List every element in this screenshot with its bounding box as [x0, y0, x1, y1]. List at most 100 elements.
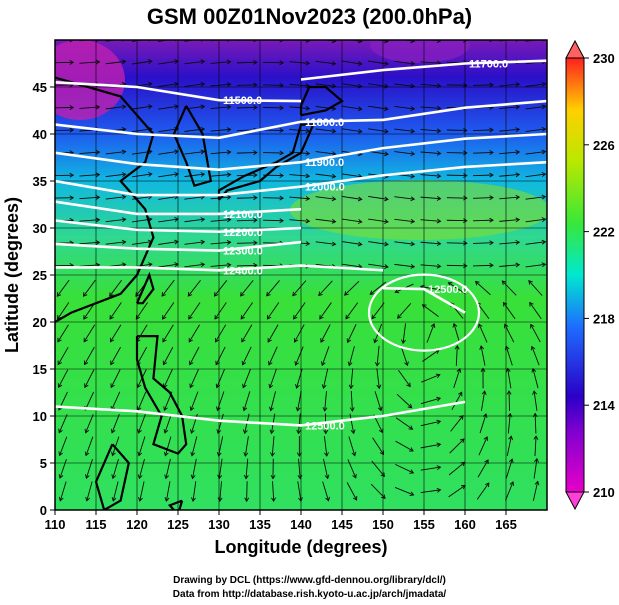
wind-arrowhead [83, 314, 88, 320]
y-tick-label: 10 [33, 409, 47, 424]
wind-vector [315, 151, 336, 155]
wind-arrowhead [380, 472, 385, 478]
wind-vector [243, 391, 251, 411]
wind-arrowhead [404, 361, 409, 367]
wind-arrowhead [215, 337, 220, 343]
wind-arrowhead [481, 390, 487, 395]
wind-arrowhead [266, 314, 272, 320]
wind-arrowhead [57, 337, 62, 343]
wind-vector [86, 481, 93, 501]
wind-vector [216, 369, 225, 388]
wind-vector [368, 60, 389, 65]
wind-vector [158, 60, 179, 65]
wind-vector [344, 280, 360, 296]
wind-arrowhead [489, 262, 494, 268]
wind-arrowhead [436, 487, 442, 493]
wind-arrowhead [268, 360, 273, 366]
wind-vector [192, 481, 197, 502]
wind-vector [263, 197, 284, 199]
wind-arrowhead [374, 361, 380, 367]
y-axis: 0 5 10 15 20 25 30 35 40 45 [33, 80, 55, 518]
wind-arrowhead [109, 292, 114, 297]
wind-arrowhead [95, 217, 101, 223]
wind-arrowhead [279, 173, 284, 178]
wind-arrowhead [135, 292, 140, 297]
wind-arrowhead [137, 428, 142, 434]
wind-vector [400, 346, 408, 366]
wind-arrowhead [320, 338, 325, 343]
wind-vector [158, 40, 172, 42]
wind-vector [473, 129, 494, 132]
wind-vector [478, 323, 488, 343]
wind-vector [525, 40, 540, 42]
wind-arrowhead [95, 194, 101, 200]
wind-vector [451, 392, 463, 410]
wind-arrowhead [463, 218, 468, 224]
wind-vector [242, 368, 251, 388]
wind-vector [161, 279, 175, 297]
wind-arrowhead [351, 451, 357, 457]
wind-vector [499, 83, 520, 87]
wind-arrowhead [57, 360, 62, 366]
wind-arrowhead [95, 59, 101, 65]
wind-vector [105, 40, 120, 42]
wind-arrowhead [506, 390, 512, 395]
wind-arrowhead [253, 195, 258, 201]
wind-arrowhead [484, 482, 490, 488]
wind-vector [475, 281, 491, 296]
wind-arrowhead [270, 474, 276, 480]
wind-vector [315, 83, 336, 87]
coastline [135, 335, 188, 455]
wind-vector [525, 263, 546, 268]
wind-vector [525, 196, 546, 200]
wind-vector [473, 84, 494, 86]
contour-line [55, 219, 302, 234]
wind-vector [236, 219, 257, 222]
wind-vector [394, 218, 415, 223]
credit-drawing: Drawing by DCL (https://www.gfd-dennou.o… [173, 575, 446, 586]
wind-vector [341, 263, 362, 268]
wind-arrowhead [397, 314, 402, 319]
wind-arrowhead [305, 150, 311, 156]
wind-arrowhead [83, 360, 89, 366]
wind-arrowhead [350, 429, 356, 435]
wind-vector [158, 105, 179, 110]
wind-vector [532, 368, 539, 389]
wind-vector [184, 83, 205, 87]
contour-line [55, 99, 547, 140]
wind-arrowhead [270, 452, 275, 457]
wind-arrowhead [187, 292, 193, 297]
wind-arrowhead [410, 128, 416, 134]
wind-vector [323, 436, 328, 457]
wind-arrowhead [226, 217, 232, 223]
wind-arrowhead [406, 382, 411, 388]
wind-arrowhead [244, 497, 250, 503]
wind-vector [110, 346, 121, 365]
wind-vector [368, 128, 389, 133]
wind-arrowhead [305, 218, 311, 224]
wind-arrowhead [226, 82, 232, 87]
wind-arrowhead [162, 314, 167, 320]
wind-arrowhead [384, 106, 389, 112]
wind-arrowhead [69, 40, 74, 43]
wind-vector [139, 481, 145, 502]
wind-arrowhead [110, 383, 115, 389]
wind-arrowhead [384, 83, 389, 89]
wind-arrowhead [515, 149, 521, 155]
contour-label: 12500.0 [428, 284, 468, 296]
wind-arrowhead [373, 338, 378, 344]
wind-vector [236, 152, 257, 154]
wind-arrowhead [478, 323, 483, 329]
wind-vector [138, 436, 146, 456]
wind-arrowhead [489, 195, 494, 201]
wind-arrowhead [410, 241, 416, 247]
wind-arrowhead [138, 497, 143, 502]
wind-vector [192, 458, 197, 479]
wind-arrowhead [384, 264, 389, 270]
wind-vector [164, 436, 172, 456]
wind-vector [219, 481, 222, 502]
wind-arrowhead [253, 40, 258, 43]
wind-vector [525, 173, 546, 178]
wind-arrowhead [436, 241, 442, 247]
wind-arrowhead [253, 262, 258, 268]
